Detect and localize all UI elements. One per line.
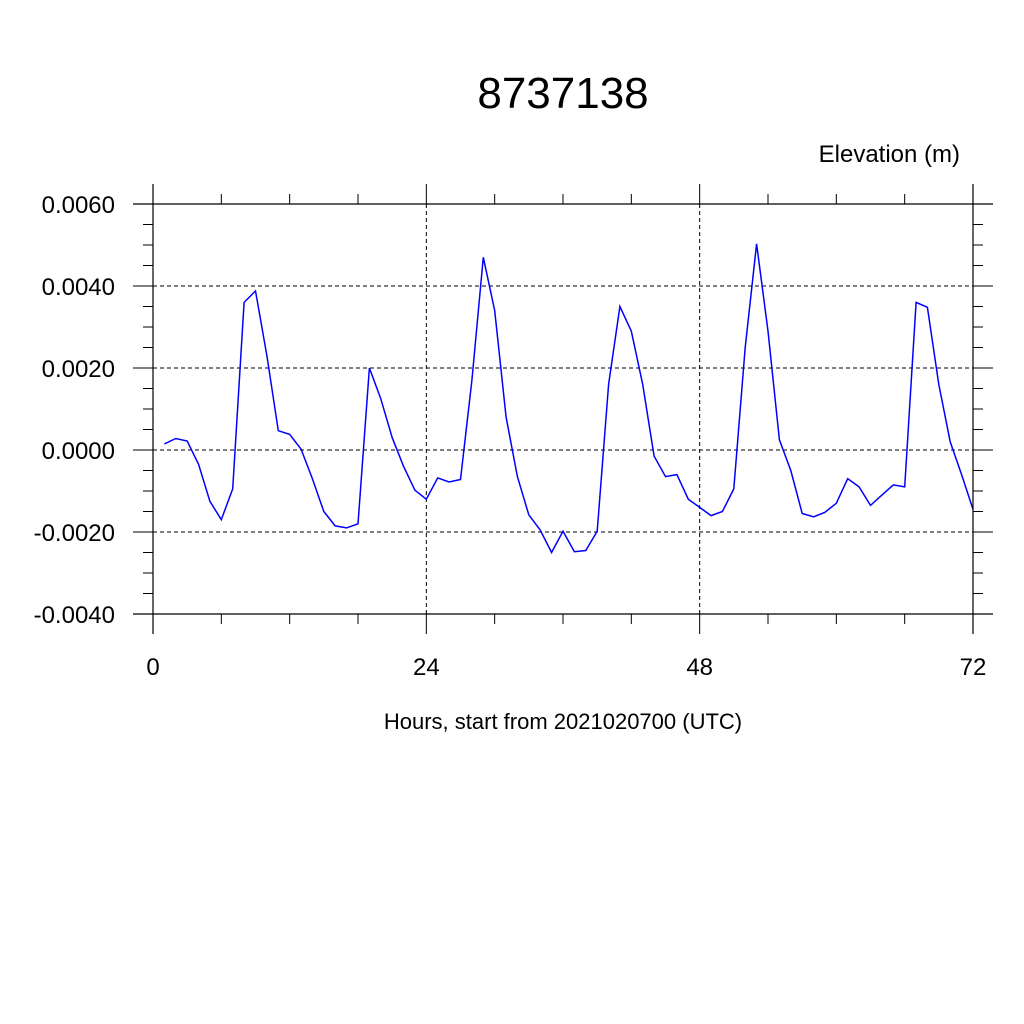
x-tick-label: 0 xyxy=(146,654,159,681)
grid-lines xyxy=(152,203,974,615)
chart-title: 8737138 xyxy=(477,69,648,118)
x-tick-label: 48 xyxy=(686,654,713,681)
y-tick-label: 0.0000 xyxy=(42,438,115,465)
y-tick-label: 0.0060 xyxy=(42,192,115,219)
y-tick-label: -0.0040 xyxy=(34,602,115,629)
elevation-series-line xyxy=(164,243,974,555)
x-tick-label: 72 xyxy=(960,654,987,681)
x-axis-label: Hours, start from 2021020700 (UTC) xyxy=(384,709,742,734)
y-tick-labels: -0.0040 -0.0020 0.0000 0.0020 0.0040 0.0060 xyxy=(34,192,115,629)
y-tick-label: 0.0040 xyxy=(42,274,115,301)
series-layer xyxy=(164,243,974,555)
y-tick-label: 0.0020 xyxy=(42,356,115,383)
x-tick-labels: 0 24 48 72 xyxy=(146,654,986,681)
axes xyxy=(133,184,993,634)
y-tick-label: -0.0020 xyxy=(34,520,115,547)
x-tick-label: 24 xyxy=(413,654,440,681)
units-label: Elevation (m) xyxy=(819,141,960,168)
